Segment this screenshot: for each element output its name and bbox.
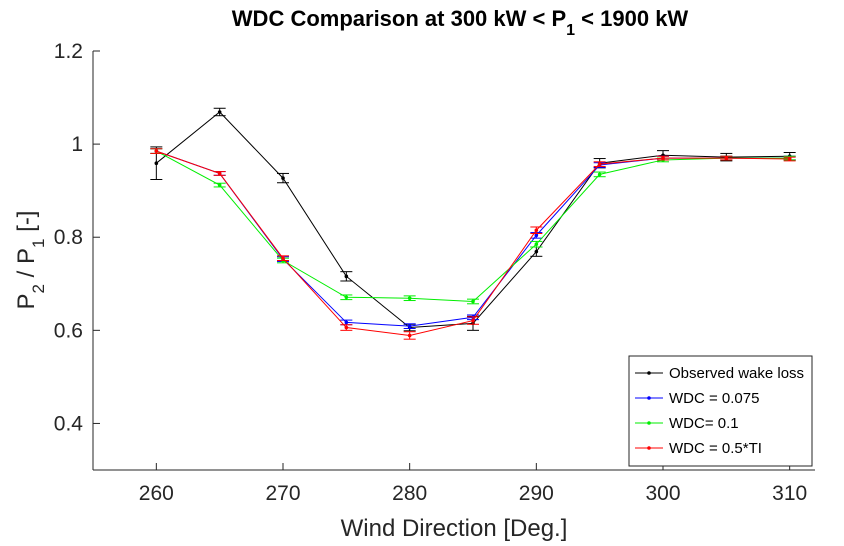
x-tick-label: 280 [392, 482, 427, 505]
y-label-part: P [13, 293, 40, 309]
y-tick-label: 1.2 [54, 40, 83, 63]
point [217, 110, 222, 114]
point [471, 318, 475, 323]
legend-label: Observed wake loss [669, 365, 804, 382]
series-line [156, 150, 790, 336]
point [597, 172, 602, 177]
y-tick-label: 0.8 [54, 226, 83, 249]
legend-label: WDC= 0.1 [669, 415, 739, 432]
point [154, 161, 159, 165]
x-tick-label: 270 [265, 482, 300, 505]
y-tick-label: 1 [71, 133, 83, 156]
point [724, 156, 729, 160]
y-axis-label: P2 / P1 [-] [13, 211, 48, 310]
point [281, 256, 285, 260]
point [344, 320, 349, 325]
legend-marker [647, 421, 651, 425]
point [407, 296, 412, 301]
y-tick-label: 0.4 [54, 412, 84, 435]
point [344, 295, 349, 300]
title-part: < 1900 kW [575, 6, 688, 31]
point [217, 183, 222, 187]
point [534, 242, 539, 247]
point [597, 162, 602, 166]
legend-marker [647, 371, 651, 375]
x-axis-label: Wind Direction [Deg.] [341, 515, 568, 542]
point [281, 176, 285, 180]
point [217, 171, 222, 176]
point [407, 333, 412, 338]
point [534, 233, 539, 238]
y-label-part: [-] [13, 211, 40, 239]
series-line [156, 111, 790, 329]
point [344, 325, 349, 330]
legend-label: WDC = 0.5*TI [669, 440, 762, 457]
point [344, 274, 349, 279]
title-part: 1 [566, 22, 575, 39]
series-line [156, 150, 790, 302]
point [534, 228, 539, 233]
x-tick-label: 290 [519, 482, 554, 505]
y-label-part: 2 [29, 284, 48, 293]
x-tick-label: 300 [645, 482, 680, 505]
point [471, 299, 475, 304]
legend-label: WDC = 0.075 [669, 390, 759, 407]
chart-title: WDC Comparison at 300 kW < P1 < 1900 kW [232, 6, 689, 39]
x-tick-label: 310 [772, 482, 807, 505]
title-part: WDC Comparison at 300 kW < P [232, 6, 566, 31]
y-label-part: / P [13, 248, 40, 284]
point [534, 249, 539, 254]
legend-marker [647, 396, 651, 400]
x-tick-label: 260 [139, 482, 174, 505]
y-label-part: 1 [29, 239, 48, 248]
legend-marker [647, 446, 651, 450]
point [787, 157, 792, 161]
point [154, 149, 159, 153]
point [407, 324, 412, 328]
y-tick-label: 0.6 [54, 319, 83, 342]
point [661, 156, 665, 160]
